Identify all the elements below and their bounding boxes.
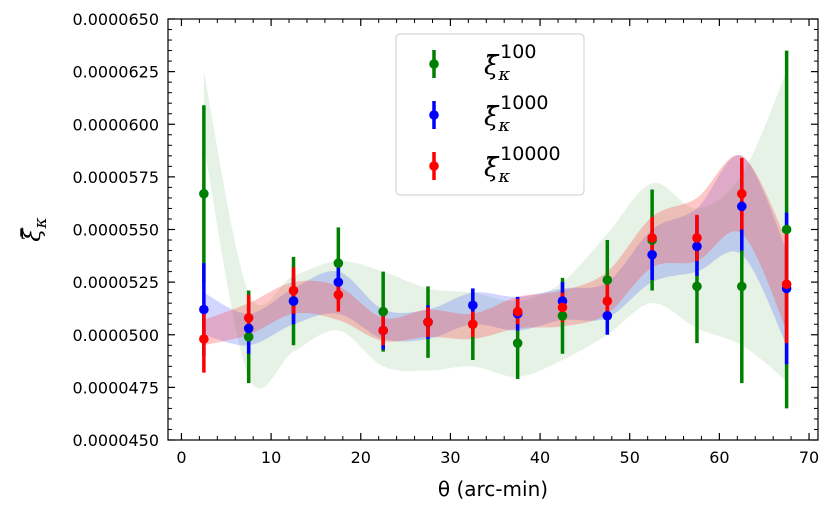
x-tick-label: 20 bbox=[351, 448, 371, 467]
legend: ξ̄κ100 ξ̄κ1000 ξ̄κ10000 bbox=[395, 33, 585, 196]
point-series-2 bbox=[333, 289, 344, 300]
x-tick-label: 10 bbox=[261, 448, 281, 467]
y-axis-label: ξκ bbox=[18, 217, 51, 241]
legend-marker-point bbox=[429, 59, 439, 69]
legend-box bbox=[395, 33, 585, 196]
point-series-2 bbox=[288, 285, 299, 296]
point-series-0 bbox=[692, 281, 702, 292]
point-series-1 bbox=[692, 241, 702, 252]
point-series-2 bbox=[468, 319, 478, 330]
point-series-1 bbox=[199, 304, 209, 315]
y-tick-label: 0.0000625 bbox=[72, 63, 159, 82]
x-tick-label: 40 bbox=[530, 448, 550, 467]
point-series-2 bbox=[647, 233, 657, 243]
y-tick-label: 0.0000450 bbox=[72, 431, 159, 450]
point-series-2 bbox=[692, 233, 702, 243]
point-series-2 bbox=[781, 279, 792, 290]
point-series-0 bbox=[199, 188, 209, 199]
y-axis-label-text: ξκ bbox=[18, 217, 51, 241]
point-series-2 bbox=[512, 306, 523, 317]
band-series-1 bbox=[203, 155, 787, 346]
point-series-2 bbox=[378, 325, 388, 336]
point-series-1 bbox=[647, 249, 657, 260]
band-series-2 bbox=[203, 154, 787, 346]
point-series-1 bbox=[243, 323, 254, 334]
point-series-1 bbox=[333, 277, 344, 287]
data-points bbox=[199, 188, 792, 348]
point-series-2 bbox=[243, 313, 254, 323]
point-series-0 bbox=[602, 275, 613, 285]
point-series-2 bbox=[557, 302, 568, 313]
y-tick-label: 0.0000550 bbox=[72, 221, 159, 240]
point-series-0 bbox=[512, 338, 523, 348]
point-series-1 bbox=[736, 201, 747, 212]
y-tick-label: 0.0000575 bbox=[72, 168, 159, 187]
y-tick-label: 0.0000600 bbox=[72, 115, 159, 134]
point-series-0 bbox=[557, 311, 568, 321]
x-tick-label: 30 bbox=[440, 448, 460, 467]
legend-label-2: ξ̄κ10000 bbox=[484, 143, 561, 187]
point-series-2 bbox=[199, 334, 209, 344]
legend-label-1: ξ̄κ1000 bbox=[484, 92, 549, 136]
x-tick-label: 70 bbox=[799, 448, 819, 467]
point-series-1 bbox=[288, 296, 299, 306]
legend-label-0: ξ̄κ100 bbox=[484, 41, 536, 85]
point-series-2 bbox=[423, 317, 433, 327]
point-series-0 bbox=[736, 281, 747, 292]
x-axis-label: θ (arc-min) bbox=[438, 477, 548, 501]
point-series-2 bbox=[736, 188, 747, 199]
x-tick-label: 50 bbox=[620, 448, 640, 467]
y-tick-label: 0.0000525 bbox=[72, 273, 159, 292]
y-axis-ticks: 0.0000450 0.0000475 0.0000500 0.0000525 0.00… bbox=[72, 10, 818, 450]
point-series-0 bbox=[378, 306, 388, 317]
confidence-bands bbox=[203, 71, 787, 389]
y-tick-label: 0.0000475 bbox=[72, 378, 159, 397]
point-series-1 bbox=[602, 311, 613, 321]
point-series-0 bbox=[781, 224, 792, 235]
x-tick-label: 0 bbox=[176, 448, 186, 467]
y-tick-label: 0.0000650 bbox=[72, 10, 159, 29]
legend-marker-point bbox=[429, 161, 439, 171]
point-series-0 bbox=[333, 258, 344, 268]
point-series-1 bbox=[468, 300, 478, 311]
y-tick-label: 0.0000500 bbox=[72, 326, 159, 345]
point-series-2 bbox=[602, 296, 613, 306]
x-axis-ticks: 0 10 20 30 40 50 60 70 bbox=[176, 19, 819, 467]
point-series-0 bbox=[243, 332, 254, 342]
x-tick-label: 60 bbox=[709, 448, 729, 467]
legend-marker-point bbox=[429, 110, 439, 120]
band-series-0 bbox=[203, 71, 787, 389]
